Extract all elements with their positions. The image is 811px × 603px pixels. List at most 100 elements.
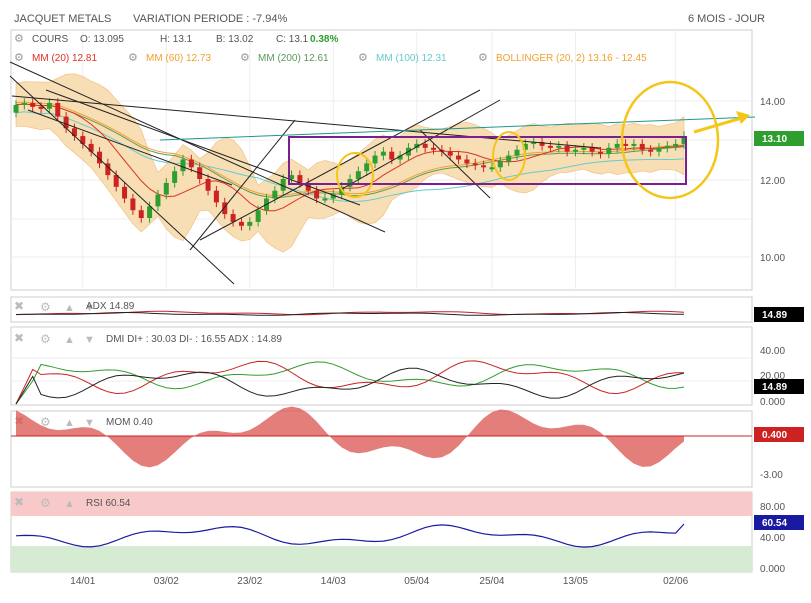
current-price-badge [754,131,804,146]
mm200-label: MM (200) 12.61 [258,53,329,64]
mom-value: 0.400 [762,430,787,441]
candle-down [472,163,478,166]
candle-up [372,155,378,164]
candle-down [431,147,436,150]
gear-icon[interactable]: ⚙ [240,52,250,64]
rsi-label: RSI 60.54 [86,498,131,509]
candle-down [547,145,553,148]
price-tick-14: 14.00 [760,97,785,108]
adx-lines [15,310,685,316]
candle-down [205,179,211,191]
rsi-panel: ✖ ⚙ ▲ RSI 60.54 80.00 40.00 0.000 60.54 [10,491,804,575]
candle-down [30,102,36,107]
candle-down [105,163,111,176]
mom-tick: -3.00 [760,470,783,481]
candle-up [280,179,286,191]
candle-up [163,182,169,195]
candle-down [539,141,545,146]
cours-label: COURS [32,34,68,45]
bollinger-area [15,73,685,253]
trend-line [339,99,501,191]
dmi-tick-20: 20.00 [760,371,785,382]
dmi-minus-line [15,360,685,405]
gear-icon[interactable]: ⚙ [128,52,138,64]
arrow-down-icon[interactable]: ▼ [84,417,95,429]
rsi-tick-80: 80.00 [760,502,785,513]
candle-up [180,159,186,172]
arrow-down-icon[interactable]: ▼ [84,302,95,314]
candle-down [88,143,94,152]
candle-up [330,194,336,199]
period-text[interactable]: 6 MOIS - JOUR [688,13,765,25]
price-tick-12: 12.00 [760,176,785,187]
arrow-line [693,115,746,134]
candle-down [422,143,428,148]
x-axis: 14/01 03/02 23/02 14/03 05/04 25/04 13/05 02/06 [70,576,688,587]
rsi-oversold-zone [11,546,752,572]
rsi-value: 60.54 [762,518,787,529]
gear-icon[interactable]: ⚙ [358,52,368,64]
adx-value: 14.89 [762,310,787,321]
candle-down [213,190,219,203]
arrow-up-icon[interactable]: ▲ [64,334,75,346]
trend-line [27,109,233,186]
cours-pct: 0.38% [310,34,338,45]
mom-panel: ✖ ⚙ ▲ ▼ MOM 0.40 0.400 -3.00 [10,406,804,488]
candle-up [656,147,662,152]
arrow-up-icon[interactable]: ▲ [64,498,75,510]
dmi-tick-0: 0.000 [760,397,785,408]
highlight-circle [620,80,720,200]
candle-up [272,190,278,199]
gear-icon[interactable]: ⚙ [40,415,51,429]
price-tick-10: 10.00 [760,253,785,264]
candle-up [414,143,420,148]
rsi-line [15,523,685,548]
rsi-overbought-zone [11,492,752,516]
rsi-tick-40: 40.00 [760,533,785,544]
cours-close: C: 13.1 [276,34,309,45]
gear-icon[interactable]: ⚙ [478,52,488,64]
adx-panel-frame [10,296,753,323]
gear-icon[interactable]: ⚙ [40,300,51,314]
cours-high: H: 13.1 [160,34,193,45]
mom-label: MOM 0.40 [106,417,153,428]
x-tick-label: 14/03 [321,576,346,587]
candle-up [614,143,620,148]
gear-icon[interactable]: ⚙ [40,496,51,510]
gear-icon[interactable]: ⚙ [40,332,51,346]
close-icon[interactable]: ✖ [14,299,24,313]
candle-up [21,102,27,105]
candle-down [297,175,303,183]
close-icon[interactable]: ✖ [14,495,24,509]
candle-down [63,116,69,129]
candle-up [489,167,495,170]
trend-line [419,129,491,199]
arrow-up-icon[interactable]: ▲ [64,417,75,429]
candle-up [13,104,19,113]
candle-up [531,141,537,144]
x-tick-label: 02/06 [663,576,688,587]
highlight-circle [492,131,526,181]
arrow-up-icon[interactable]: ▲ [64,302,75,314]
arrow-down-icon[interactable]: ▼ [84,334,95,346]
rsi-value-badge [754,515,804,530]
candle-down [389,151,395,160]
adx-label: ADX 14.89 [86,301,135,312]
dmi-lines [11,357,752,405]
main-price-panel: ⚙ COURS O: 13.095 H: 13.1 B: 13.02 C: 13… [9,29,804,291]
candle-up [673,143,679,146]
candle-up [289,175,295,179]
trend-line [9,75,235,285]
candlesticks [13,98,687,231]
dmi-plus-line [15,361,685,405]
gear-icon[interactable]: ⚙ [14,33,24,45]
candle-down [222,202,228,215]
adx-panel: ✖ ⚙ ▲ ▼ ADX 14.89 14.89 [10,296,804,323]
x-tick-label: 13/05 [563,576,588,587]
close-icon[interactable]: ✖ [14,331,24,345]
mm60-label: MM (60) 12.73 [146,53,211,64]
price-legend: ⚙ COURS O: 13.095 H: 13.1 B: 13.02 C: 13… [14,33,647,64]
candle-down [80,136,86,144]
gear-icon[interactable]: ⚙ [14,52,24,64]
mom-value-badge [754,427,804,442]
